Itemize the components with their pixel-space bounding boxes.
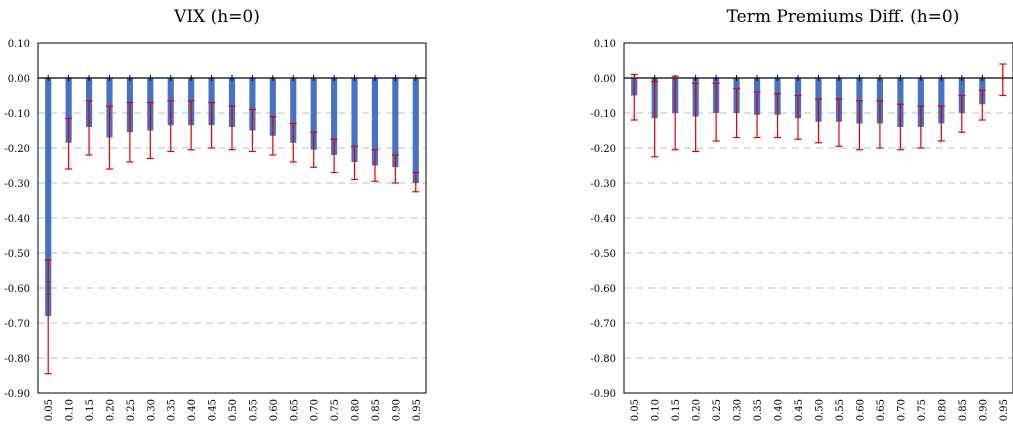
x-tick-label: 0.35: [167, 399, 178, 421]
y-tick-label: 0.00: [594, 74, 616, 85]
y-tick-label: -0.70: [590, 319, 616, 330]
x-tick-label: 0.95: [999, 399, 1010, 421]
bar: [290, 78, 297, 143]
x-tick-label: 0.80: [937, 399, 948, 421]
chart-title: Term Premiums Diff. (h=0): [727, 7, 960, 27]
bar: [938, 78, 945, 124]
x-tick-label: 0.60: [855, 399, 866, 421]
x-tick-label: 0.60: [269, 399, 280, 421]
bar: [249, 78, 256, 131]
chart-vix: VIX (h=0) 0.10 0.00 -0.10 -0.20 -0.30 -0.40 -0.…: [4, 7, 427, 421]
x-tick-label: 0.70: [310, 399, 321, 421]
x-tick-label: 0.10: [65, 399, 76, 421]
y-tick-label: -0.50: [4, 249, 30, 260]
bar: [228, 78, 236, 127]
x-tick-label: 0.90: [391, 399, 402, 421]
chart-panel-term-premiums: Term Premiums Diff. (h=0) 0.10 0.00 -0.10 -0…: [560, 0, 1013, 435]
x-tick-label: 0.10: [651, 399, 662, 421]
x-tick-label: 0.80: [351, 399, 362, 421]
x-tick-label: 0.05: [630, 399, 641, 421]
bar: [917, 78, 924, 127]
x-tick-label: 0.25: [126, 399, 137, 421]
y-tick-label: -0.80: [590, 354, 616, 365]
bar: [310, 78, 317, 150]
bar: [331, 78, 338, 155]
x-tick-label: 0.40: [774, 399, 785, 421]
x-tick-label: 0.35: [753, 399, 764, 421]
y-tick-label: -0.10: [590, 109, 616, 120]
y-tick-label: -0.30: [590, 179, 616, 190]
y-tick-label: 0.00: [8, 74, 30, 85]
x-tick-label: 0.55: [248, 399, 259, 421]
bar: [392, 78, 399, 168]
x-tick-label: 0.65: [876, 399, 887, 421]
x-tick-label: 0.15: [671, 399, 682, 421]
x-tick-label: 0.75: [330, 399, 341, 421]
x-tick-label: 0.75: [917, 399, 928, 421]
plot-frame: [623, 42, 1013, 394]
bar: [208, 78, 215, 126]
y-tick-label: -0.30: [4, 179, 30, 190]
x-tick-label: 0.05: [44, 399, 55, 421]
x-tick-label: 0.90: [978, 399, 989, 421]
x-tick-label: 0.45: [794, 399, 805, 421]
x-tick-label: 0.25: [712, 399, 723, 421]
bar: [897, 78, 904, 127]
x-tick-label: 0.70: [896, 399, 907, 421]
y-tick-label: -0.60: [4, 284, 30, 295]
y-tick-label: -0.50: [590, 249, 616, 260]
bar: [351, 78, 358, 162]
bar: [371, 78, 379, 166]
y-tick-label: -0.60: [590, 284, 616, 295]
plot-frame: [37, 42, 427, 394]
x-tick-label: 0.30: [146, 399, 157, 421]
bar: [269, 78, 276, 136]
bar: [65, 78, 72, 143]
x-tick-label: 0.85: [958, 399, 969, 421]
chart-title: VIX (h=0): [173, 7, 260, 27]
y-tick-label: -0.20: [4, 144, 30, 155]
x-tick-label: 0.95: [412, 399, 423, 421]
chart-panel-vix: VIX (h=0) 0.10 0.00 -0.10 -0.20 -0.30 -0.40 -0.…: [0, 0, 440, 435]
y-tick-label: -0.20: [590, 144, 616, 155]
y-tick-label: -0.40: [590, 214, 616, 225]
y-tick-label: -0.40: [4, 214, 30, 225]
bar: [412, 78, 419, 183]
y-tick-label: -0.70: [4, 319, 30, 330]
x-tick-label: 0.20: [105, 399, 116, 421]
x-tick-label: 0.50: [815, 399, 826, 421]
x-tick-label: 0.15: [85, 399, 96, 421]
bar: [45, 78, 52, 316]
y-tick-label: -0.80: [4, 354, 30, 365]
y-tick-label: 0.10: [594, 39, 616, 50]
x-tick-label: 0.55: [835, 399, 846, 421]
x-tick-label: 0.40: [187, 399, 198, 421]
y-tick-label: -0.10: [4, 109, 30, 120]
x-tick-label: 0.20: [692, 399, 703, 421]
x-tick-label: 0.65: [289, 399, 300, 421]
x-tick-label: 0.85: [371, 399, 382, 421]
x-tick-label: 0.30: [733, 399, 744, 421]
x-tick-label: 0.45: [208, 399, 219, 421]
chart-term-premiums-diff: Term Premiums Diff. (h=0) 0.10 0.00 -0.10 -0…: [590, 7, 1013, 421]
y-tick-label: 0.10: [8, 39, 30, 50]
y-tick-label: -0.90: [590, 389, 616, 400]
y-tick-label: -0.90: [4, 389, 30, 400]
x-tick-label: 0.50: [228, 399, 239, 421]
